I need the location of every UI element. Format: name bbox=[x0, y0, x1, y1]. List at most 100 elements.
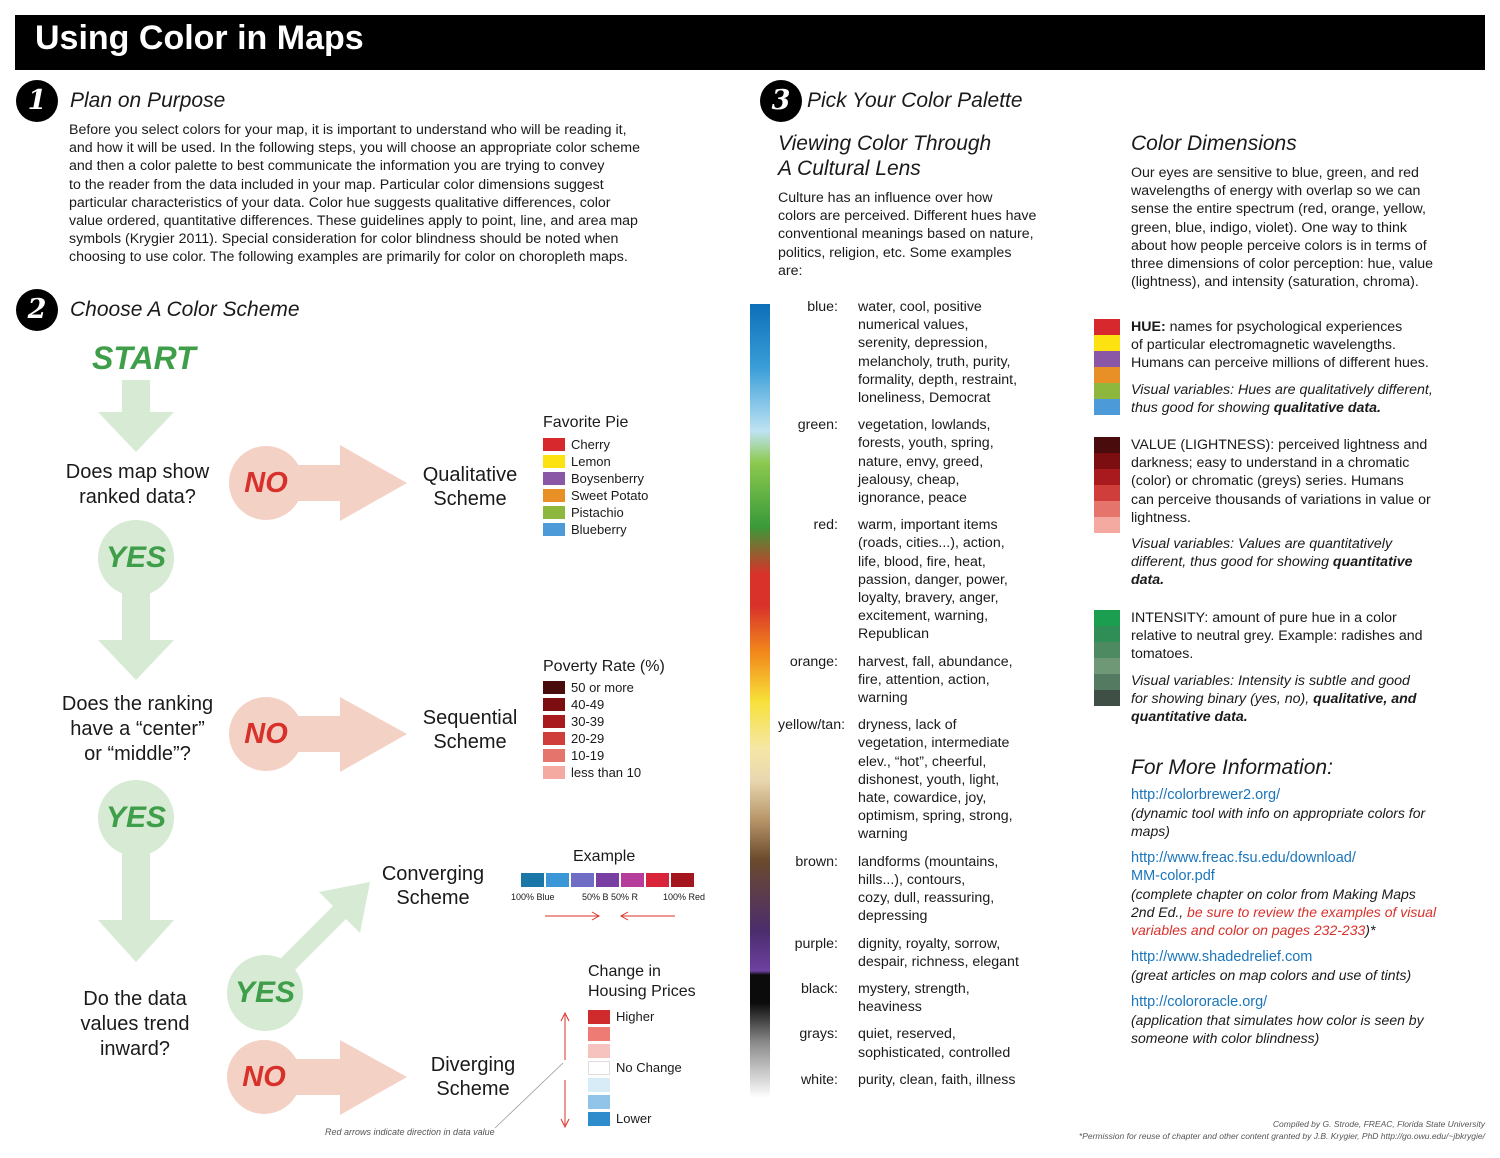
swatch bbox=[543, 681, 565, 694]
diverging-scheme-label: Diverging Scheme bbox=[430, 1054, 516, 1100]
right-arrow-no-1 bbox=[285, 445, 407, 521]
color-dimensions-title: Color Dimensions bbox=[1131, 132, 1297, 155]
poverty-legend-item: less than 10 bbox=[543, 765, 641, 780]
no-circle-3: NO bbox=[227, 1040, 301, 1114]
right-arrow-no-3 bbox=[285, 1040, 407, 1115]
pie-legend-item: Sweet Potato bbox=[543, 488, 648, 503]
swatch bbox=[543, 455, 565, 468]
page-title: Using Color in Maps bbox=[35, 19, 364, 57]
swatch bbox=[543, 472, 565, 485]
cultural-color-list: blue: water, cool, positive numerical valu… bbox=[778, 298, 1078, 1098]
list-item: yellow/tan: dryness, lack of vegetation, i… bbox=[778, 717, 1013, 843]
swatch bbox=[671, 873, 694, 887]
swatch bbox=[543, 749, 565, 762]
swatch bbox=[543, 506, 565, 519]
step-1-text: Before you select colors for your map, i… bbox=[69, 122, 640, 266]
no-circle-2: NO bbox=[229, 697, 303, 771]
swatch bbox=[588, 1010, 610, 1024]
swatch bbox=[588, 1044, 610, 1058]
step-2-heading: Choose A Color Scheme bbox=[70, 298, 300, 321]
value-description: VALUE (LIGHTNESS): perceived lightness a… bbox=[1131, 437, 1431, 589]
swatch bbox=[543, 766, 565, 779]
poverty-legend-item: 30-39 bbox=[543, 714, 604, 729]
swatch bbox=[546, 873, 569, 887]
swatch bbox=[1094, 383, 1120, 399]
list-item: red: warm, important items (roads, cities.… bbox=[813, 517, 1008, 643]
poverty-legend-title: Poverty Rate (%) bbox=[543, 658, 665, 675]
hue-description: HUE: names for psychological experiences… bbox=[1131, 319, 1433, 416]
swatch bbox=[543, 698, 565, 711]
poverty-legend-item: 20-29 bbox=[543, 731, 604, 746]
link-freac[interactable]: http://www.freac.fsu.edu/download/ bbox=[1131, 850, 1356, 866]
pie-legend-item: Boysenberry bbox=[543, 471, 644, 486]
link-colorbrewer[interactable]: http://colorbrewer2.org/ bbox=[1131, 787, 1281, 803]
swatch bbox=[1094, 610, 1120, 626]
poverty-legend-item: 40-49 bbox=[543, 697, 604, 712]
color-dimensions-intro: Our eyes are sensitive to blue, green, a… bbox=[1131, 165, 1434, 291]
down-arrow-yes-2 bbox=[98, 848, 174, 962]
hue-swatch-column bbox=[1094, 319, 1120, 415]
swatch bbox=[646, 873, 669, 887]
list-item: blue: water, cool, positive numerical valu… bbox=[807, 299, 1018, 407]
swatch bbox=[1094, 642, 1120, 658]
yes-circle-1: YES bbox=[98, 520, 174, 596]
ramp-label-mid: 50% B 50% R bbox=[582, 892, 639, 902]
swatch bbox=[543, 438, 565, 451]
sequential-scheme-label: Sequential Scheme bbox=[422, 707, 518, 753]
housing-color-ramp bbox=[588, 1010, 610, 1126]
pie-legend-item: Cherry bbox=[543, 437, 610, 452]
list-item: purple: dignity, royalty, sorrow, despair,… bbox=[794, 935, 1019, 970]
swatch bbox=[1094, 674, 1120, 690]
credits: Compiled by G. Strode, FREAC, Florida St… bbox=[1078, 1119, 1485, 1141]
link-shadedrelief[interactable]: http://www.shadedrelief.com bbox=[1131, 949, 1313, 965]
swatch bbox=[1094, 469, 1120, 485]
more-info-title: For More Information: bbox=[1131, 756, 1333, 779]
flowchart-arrows bbox=[98, 380, 675, 1129]
swatch bbox=[543, 732, 565, 745]
list-item: brown: landforms (mountains, hills...), co… bbox=[795, 853, 999, 925]
list-item: grays: quiet, reserved, sophisticated, con… bbox=[799, 1026, 1011, 1061]
swatch bbox=[588, 1061, 610, 1075]
yes-circle-3: YES bbox=[227, 955, 303, 1031]
step-1-heading: Plan on Purpose bbox=[70, 89, 226, 112]
swatch bbox=[1094, 658, 1120, 674]
value-swatch-column bbox=[1094, 437, 1120, 533]
swatch bbox=[1094, 437, 1120, 453]
note-leader-line bbox=[494, 1062, 564, 1129]
color-spectrum-bar bbox=[750, 304, 770, 1098]
list-item: orange: harvest, fall, abundance, fire, at… bbox=[789, 653, 1013, 707]
swatch bbox=[1094, 351, 1120, 367]
diagonal-arrow-yes bbox=[267, 882, 370, 985]
down-arrow-start bbox=[98, 380, 174, 452]
poverty-legend-item: 10-19 bbox=[543, 748, 604, 763]
list-item: http://colorbrewer2.org/ (dynamic tool w… bbox=[1131, 786, 1476, 840]
swatch bbox=[1094, 690, 1120, 706]
swatch bbox=[571, 873, 594, 887]
intensity-swatch-column bbox=[1094, 610, 1120, 706]
list-item: white: purity, clean, faith, illness bbox=[800, 1071, 1016, 1088]
swatch bbox=[543, 715, 565, 728]
swatch bbox=[1094, 517, 1120, 533]
yes-circle-2: YES bbox=[98, 780, 174, 856]
question-center: Does the ranking have a “center” or “middl… bbox=[61, 693, 214, 765]
housing-legend-title: Change in Housing Prices bbox=[588, 963, 696, 1000]
no-circle-1: NO bbox=[229, 446, 303, 520]
swatch bbox=[543, 489, 565, 502]
link-colororacle[interactable]: http://colororacle.org/ bbox=[1131, 994, 1268, 1010]
step-2-badge: 2 bbox=[16, 289, 58, 331]
step-3-heading: Pick Your Color Palette bbox=[807, 89, 1023, 112]
list-item: green: vegetation, lowlands, forests, yout… bbox=[797, 417, 994, 507]
swatch bbox=[1094, 453, 1120, 469]
list-item: http://colororacle.org/ (application tha… bbox=[1131, 993, 1476, 1047]
swatch bbox=[588, 1027, 610, 1041]
swatch bbox=[1094, 485, 1120, 501]
question-inward: Do the data values trend inward? bbox=[80, 988, 190, 1060]
swatch bbox=[543, 523, 565, 536]
swatch bbox=[1094, 319, 1120, 335]
link-freac-file[interactable]: MM-color.pdf bbox=[1131, 868, 1215, 884]
swatch bbox=[588, 1095, 610, 1109]
housing-nochange-label: No Change bbox=[616, 1060, 682, 1075]
qualitative-scheme-label: Qualitative Scheme bbox=[422, 464, 518, 510]
start-label: START bbox=[92, 340, 196, 376]
pie-legend-item: Lemon bbox=[543, 454, 611, 469]
